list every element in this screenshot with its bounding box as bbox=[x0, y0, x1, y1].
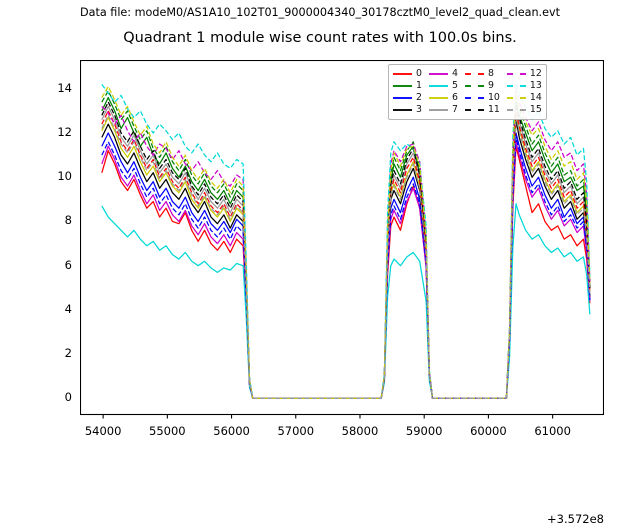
legend-swatch-4 bbox=[428, 73, 448, 75]
y-tick-label: 12 bbox=[57, 124, 72, 139]
x-axis-offset-label: +3.572e8 bbox=[547, 512, 604, 526]
y-tick-label: 10 bbox=[57, 169, 72, 184]
x-tick-label: 57000 bbox=[277, 424, 315, 438]
legend-swatch-13 bbox=[506, 85, 526, 87]
legend-entry-2[interactable]: 2 bbox=[393, 92, 422, 104]
legend-swatch-2 bbox=[393, 97, 412, 99]
x-tick-label: 56000 bbox=[213, 424, 250, 438]
x-tick-label: 55000 bbox=[149, 424, 186, 438]
legend-swatch-3 bbox=[393, 109, 412, 111]
legend-label-3: 3 bbox=[416, 104, 422, 115]
legend-entry-0[interactable]: 0 bbox=[393, 68, 422, 80]
axes-spines bbox=[80, 60, 604, 416]
y-tick-label: 14 bbox=[57, 80, 72, 95]
y-tick-label: 8 bbox=[64, 213, 72, 228]
legend-label-1: 1 bbox=[416, 80, 422, 91]
legend-label-8: 8 bbox=[487, 68, 494, 79]
legend-swatch-15 bbox=[506, 109, 526, 111]
y-tick-label: 0 bbox=[64, 390, 72, 405]
series-line-14 bbox=[101, 85, 591, 400]
matplotlib-figure: Data file: modeM0/AS1A10_102T01_90000043… bbox=[57, 6, 604, 526]
legend-entry-14[interactable]: 14 bbox=[506, 92, 542, 104]
legend-label-6: 6 bbox=[451, 92, 458, 103]
series-line-8 bbox=[101, 110, 591, 400]
series-line-15 bbox=[101, 114, 591, 400]
legend-entry-3[interactable]: 3 bbox=[393, 104, 422, 116]
series-line-0 bbox=[101, 145, 591, 400]
legend-entry-7[interactable]: 7 bbox=[428, 104, 458, 116]
series-lines-group bbox=[101, 81, 591, 400]
plot-canvas bbox=[80, 60, 604, 419]
x-tick-label: 59000 bbox=[405, 424, 443, 438]
legend-swatch-11 bbox=[464, 109, 484, 111]
legend-label-9: 9 bbox=[487, 80, 494, 91]
plot-title: Quadrant 1 module wise count rates with … bbox=[123, 30, 517, 46]
legend-entry-15[interactable]: 15 bbox=[506, 104, 542, 116]
legend-entry-12[interactable]: 12 bbox=[506, 68, 542, 80]
data-file-label: Data file: modeM0/AS1A10_102T01_90000043… bbox=[80, 6, 560, 19]
series-line-13 bbox=[101, 81, 591, 400]
legend-entry-10[interactable]: 10 bbox=[464, 92, 500, 104]
legend-label-7: 7 bbox=[451, 104, 458, 115]
legend-label-15: 15 bbox=[529, 104, 542, 115]
legend-swatch-9 bbox=[464, 85, 484, 87]
legend-swatch-12 bbox=[506, 73, 526, 75]
legend-swatch-7 bbox=[428, 109, 448, 111]
legend-label-5: 5 bbox=[451, 80, 458, 91]
legend-label-2: 2 bbox=[416, 92, 422, 103]
legend-swatch-8 bbox=[464, 73, 484, 75]
x-tick-label: 58000 bbox=[341, 424, 379, 438]
x-tick-label: 60000 bbox=[470, 424, 507, 438]
legend-entry-9[interactable]: 9 bbox=[464, 80, 500, 92]
legend-entry-1[interactable]: 1 bbox=[393, 80, 422, 92]
series-line-5 bbox=[101, 203, 591, 400]
axes-frame bbox=[80, 60, 604, 416]
plot-axes: 0 2 4 6 8 10 12 14 54000 55000 56000 57000 58000 590… bbox=[57, 60, 604, 526]
legend-label-10: 10 bbox=[487, 92, 500, 103]
legend-label-13: 13 bbox=[529, 80, 542, 91]
legend[interactable]: 0 4 8 12 1 5 9 13 2 6 10 14 3 7 11 15 bbox=[388, 64, 547, 120]
legend-entry-6[interactable]: 6 bbox=[428, 92, 458, 104]
axis-ticks bbox=[102, 415, 554, 419]
legend-swatch-5 bbox=[428, 85, 448, 87]
series-line-3 bbox=[101, 119, 591, 400]
y-tick-label: 2 bbox=[64, 346, 72, 361]
legend-swatch-1 bbox=[393, 85, 412, 87]
legend-entry-5[interactable]: 5 bbox=[428, 80, 458, 92]
y-tick-label: 6 bbox=[64, 257, 72, 272]
legend-entry-11[interactable]: 11 bbox=[464, 104, 500, 116]
legend-entry-8[interactable]: 8 bbox=[464, 68, 500, 80]
legend-swatch-14 bbox=[506, 97, 526, 99]
legend-entry-13[interactable]: 13 bbox=[506, 80, 542, 92]
legend-entry-4[interactable]: 4 bbox=[428, 68, 458, 80]
legend-swatch-10 bbox=[464, 97, 484, 99]
legend-swatch-6 bbox=[428, 97, 448, 99]
legend-swatch-0 bbox=[393, 73, 412, 75]
legend-label-4: 4 bbox=[451, 68, 458, 79]
y-tick-label: 4 bbox=[64, 301, 72, 316]
legend-label-12: 12 bbox=[529, 68, 542, 79]
series-line-10 bbox=[101, 136, 591, 400]
x-tick-label: 54000 bbox=[84, 424, 122, 438]
legend-label-11: 11 bbox=[487, 104, 500, 115]
legend-label-14: 14 bbox=[529, 92, 542, 103]
legend-label-0: 0 bbox=[416, 68, 422, 79]
x-tick-label: 61000 bbox=[534, 424, 571, 438]
